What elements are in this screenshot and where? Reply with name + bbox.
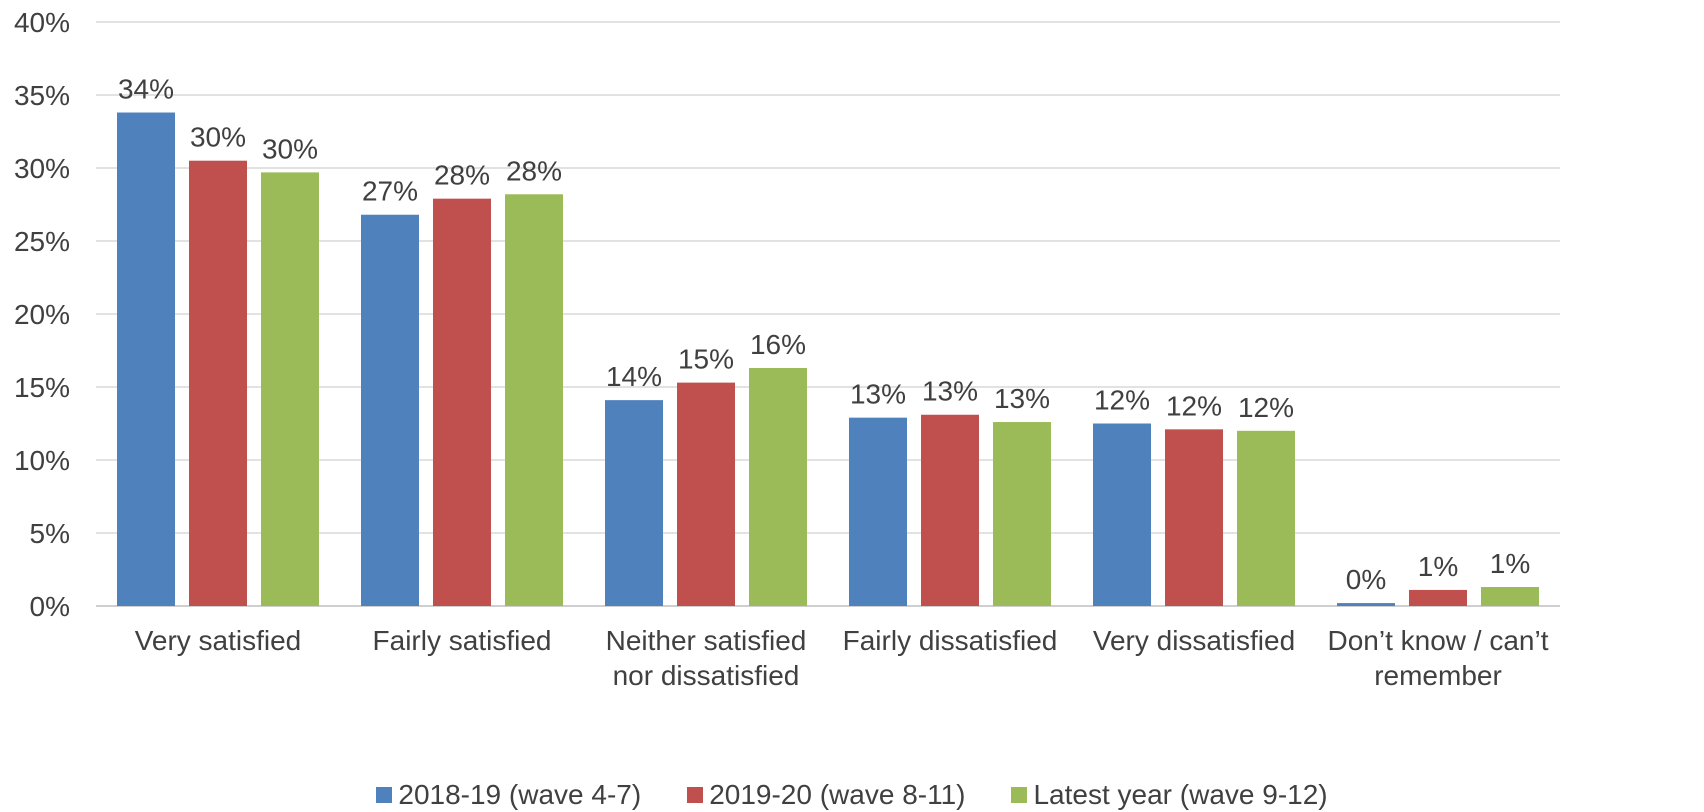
x-axis: Very satisfied Fairly satisfied Neither sa…	[135, 625, 1549, 691]
legend-item-series-2: 2019-20 (wave 8-11)	[687, 779, 965, 811]
y-tick-label: 5%	[30, 518, 70, 549]
legend-label-series-3: Latest year (wave 9-12)	[1033, 779, 1328, 810]
y-tick-label: 30%	[14, 153, 70, 184]
y-tick-label: 0%	[30, 591, 70, 622]
y-tick-label: 40%	[14, 7, 70, 38]
bar	[1237, 430, 1295, 606]
data-label: 30%	[262, 133, 318, 164]
bar	[921, 414, 979, 606]
bar	[1337, 603, 1395, 606]
legend-item-series-3: Latest year (wave 9-12)	[1011, 779, 1328, 811]
gridlines	[96, 21, 1560, 607]
legend-swatch-series-2	[687, 787, 704, 803]
bar	[749, 368, 807, 606]
legend-swatch-series-3	[1011, 787, 1028, 803]
bar	[433, 198, 491, 606]
bars	[117, 112, 1539, 607]
bar	[993, 422, 1051, 606]
data-label: 27%	[362, 176, 418, 207]
bar	[677, 382, 735, 606]
data-label: 0%	[1346, 564, 1386, 595]
bar	[1481, 587, 1539, 606]
data-label: 1%	[1490, 548, 1530, 579]
data-label: 13%	[994, 383, 1050, 414]
x-tick-label: Neither satisfied	[606, 625, 807, 656]
data-label: 13%	[922, 376, 978, 407]
y-tick-label: 15%	[14, 372, 70, 403]
data-label: 12%	[1238, 392, 1294, 423]
bar	[505, 194, 563, 606]
data-label: 13%	[850, 379, 906, 410]
legend: 2018-19 (wave 4-7) 2019-20 (wave 8-11) L…	[0, 778, 1704, 812]
data-labels: 34% 27% 14% 13% 12% 0% 30% 28% 15% 13% 12% 1% 30% 28%…	[118, 74, 1530, 596]
y-tick-label: 35%	[14, 80, 70, 111]
legend-item-series-1: 2018-19 (wave 4-7)	[376, 779, 641, 811]
bar	[189, 160, 247, 606]
legend-swatch-series-1	[376, 787, 393, 803]
bar	[261, 172, 319, 606]
y-tick-label: 25%	[14, 226, 70, 257]
data-label: 12%	[1166, 390, 1222, 421]
x-tick-label: Fairly dissatisfied	[843, 625, 1058, 656]
bar	[1409, 589, 1467, 606]
data-label: 12%	[1094, 385, 1150, 416]
data-label: 34%	[118, 74, 174, 105]
x-tick-label: Don’t know / can’t	[1328, 625, 1549, 656]
data-label: 14%	[606, 361, 662, 392]
bar	[849, 417, 907, 606]
x-tick-label: remember	[1374, 660, 1502, 691]
x-tick-label: Fairly satisfied	[373, 625, 552, 656]
x-tick-label: Very satisfied	[135, 625, 302, 656]
data-label: 28%	[434, 160, 490, 191]
y-tick-label: 20%	[14, 299, 70, 330]
data-label: 30%	[190, 122, 246, 153]
data-label: 1%	[1418, 551, 1458, 582]
y-tick-label: 10%	[14, 445, 70, 476]
bar	[361, 214, 419, 606]
data-label: 16%	[750, 329, 806, 360]
data-label: 15%	[678, 344, 734, 375]
bar	[1165, 429, 1223, 606]
x-tick-label: nor dissatisfied	[613, 660, 800, 691]
bar	[1093, 423, 1151, 606]
legend-label-series-2: 2019-20 (wave 8-11)	[709, 779, 966, 810]
x-tick-label: Very dissatisfied	[1093, 625, 1295, 656]
y-axis: 0% 5% 10% 15% 20% 25% 30% 35% 40%	[14, 7, 70, 622]
data-label: 28%	[506, 155, 562, 186]
bar	[605, 400, 663, 606]
bar	[117, 112, 175, 607]
legend-label-series-1: 2018-19 (wave 4-7)	[398, 779, 642, 810]
